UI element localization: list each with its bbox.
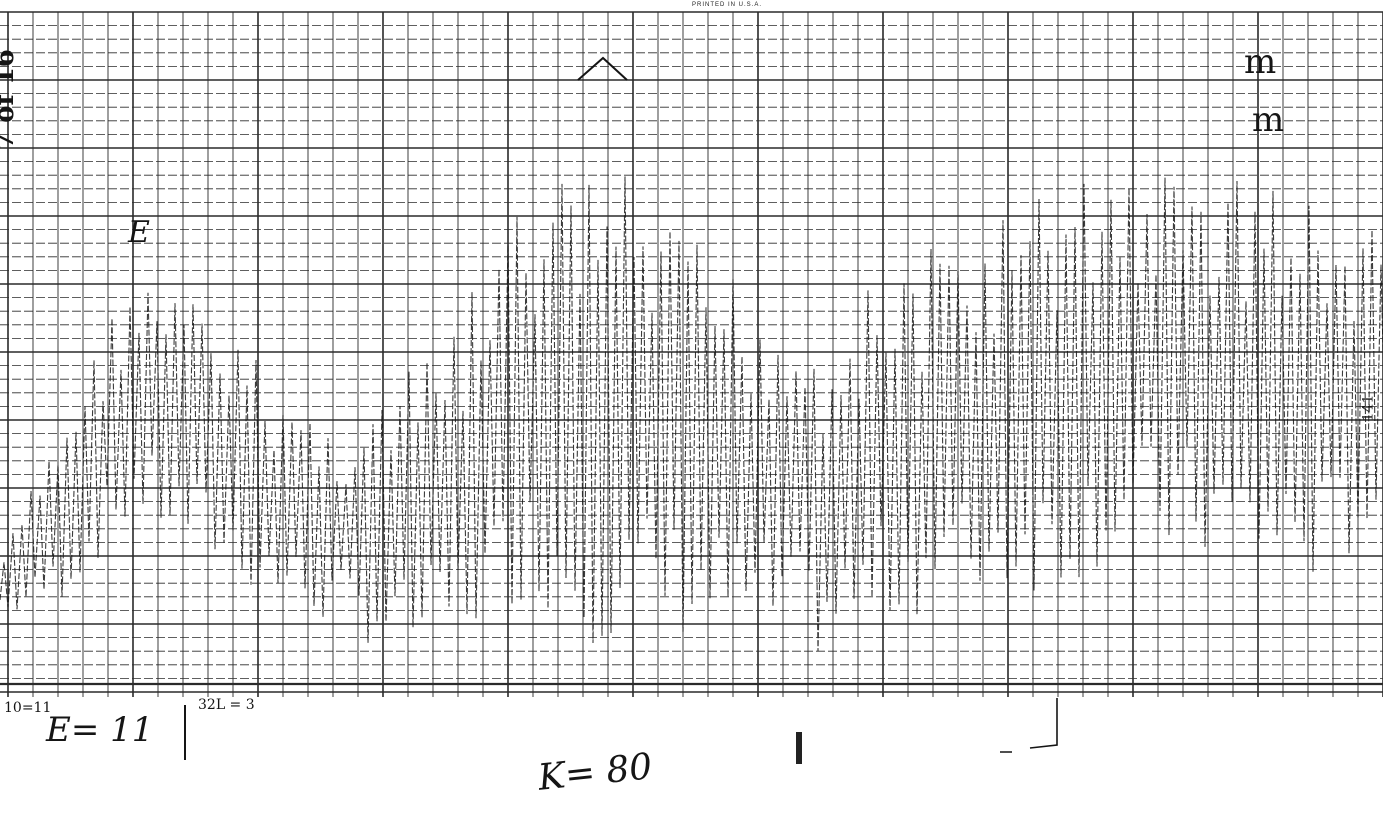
trace-label-e: E <box>128 215 150 250</box>
edge-number: 141 <box>1360 394 1377 422</box>
annotation-ten: 10=11 <box>4 700 52 716</box>
a-mark-icon <box>577 56 628 81</box>
recorded-trace <box>0 176 1383 652</box>
timing-bracket-icon <box>1000 698 1058 753</box>
trace-label-m-upper: m <box>1244 42 1277 82</box>
trace-label-a: A <box>590 40 591 41</box>
annotation-ratio: 32L = 3 <box>198 697 255 713</box>
annotation-e-value: E= 11 <box>46 710 154 750</box>
chart-grid <box>0 11 1383 697</box>
trace-label-m-lower: m <box>1252 100 1285 140</box>
event-marker-icon <box>796 732 802 764</box>
printed-note: PRINTED IN U.S.A. <box>692 2 763 8</box>
trace-path <box>0 176 1383 652</box>
margin-note: 7 of 16 <box>0 49 20 150</box>
